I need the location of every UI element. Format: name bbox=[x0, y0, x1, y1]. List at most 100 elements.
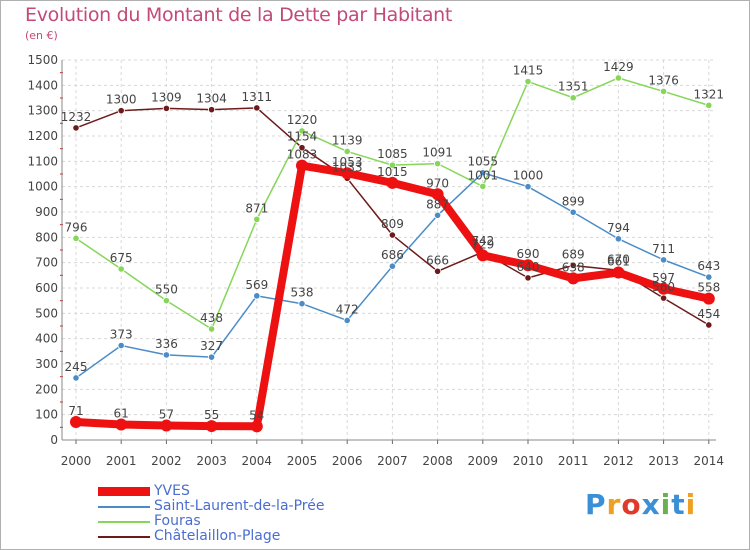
legend-swatch-chatelaillon bbox=[98, 536, 150, 538]
data-label-yves: 71 bbox=[68, 404, 83, 418]
data-point-yves bbox=[476, 249, 489, 262]
y-tick-label: 200 bbox=[35, 382, 58, 396]
data-point-yves bbox=[431, 188, 444, 201]
data-label-yves: 661 bbox=[607, 255, 630, 269]
y-tick-label: 1200 bbox=[27, 129, 58, 143]
data-point-yves bbox=[341, 167, 354, 180]
legend-swatch-yves bbox=[98, 487, 150, 496]
y-tick-label: 900 bbox=[35, 205, 58, 219]
data-label-fouras: 796 bbox=[65, 220, 88, 234]
data-label-yves: 970 bbox=[426, 176, 449, 190]
data-label-chatelaillon: 640 bbox=[517, 260, 540, 274]
x-tick-label: 2012 bbox=[603, 454, 634, 468]
data-label-saint-laurent: 1055 bbox=[468, 155, 499, 169]
data-point-saint-laurent bbox=[298, 300, 306, 308]
data-point-saint-laurent bbox=[208, 353, 216, 361]
data-point-saint-laurent bbox=[659, 256, 668, 264]
y-tick-label: 1000 bbox=[27, 180, 58, 194]
data-point-yves bbox=[296, 159, 308, 172]
data-point-chatelaillon bbox=[72, 124, 80, 132]
data-point-fouras bbox=[569, 94, 577, 102]
data-point-fouras bbox=[162, 297, 170, 305]
data-point-chatelaillon bbox=[388, 231, 396, 239]
data-label-chatelaillon: 1232 bbox=[61, 110, 92, 124]
proxiti-logo: Proxiti bbox=[585, 488, 696, 521]
data-point-yves bbox=[567, 272, 580, 285]
data-point-chatelaillon bbox=[298, 144, 306, 152]
data-label-fouras: 1376 bbox=[648, 73, 679, 87]
data-point-fouras bbox=[433, 160, 442, 168]
data-label-fouras: 1091 bbox=[422, 146, 453, 160]
y-tick-label: 800 bbox=[35, 230, 58, 244]
data-point-saint-laurent bbox=[614, 235, 623, 243]
data-point-fouras bbox=[479, 182, 487, 191]
data-label-yves: 1083 bbox=[287, 148, 318, 162]
data-label-chatelaillon: 1311 bbox=[242, 90, 273, 104]
data-point-fouras bbox=[524, 77, 532, 86]
data-point-fouras bbox=[72, 234, 80, 242]
data-point-saint-laurent bbox=[117, 341, 125, 350]
data-label-saint-laurent: 899 bbox=[562, 194, 585, 208]
data-point-fouras bbox=[117, 265, 125, 273]
legend-swatch-saint-laurent bbox=[98, 506, 150, 508]
logo-letter: r bbox=[606, 488, 622, 521]
data-label-fouras: 1085 bbox=[377, 147, 408, 161]
logo-letter: o bbox=[621, 488, 642, 521]
data-label-yves: 597 bbox=[652, 271, 675, 285]
data-point-yves bbox=[386, 176, 399, 189]
data-point-saint-laurent bbox=[705, 273, 713, 281]
data-label-yves: 729 bbox=[471, 237, 494, 251]
x-tick-label: 2000 bbox=[61, 454, 92, 468]
data-point-fouras bbox=[659, 87, 668, 96]
data-point-chatelaillon bbox=[433, 267, 442, 275]
x-tick-label: 2009 bbox=[468, 454, 499, 468]
data-point-saint-laurent bbox=[524, 183, 532, 191]
data-label-saint-laurent: 686 bbox=[381, 248, 404, 262]
legend-label-saint-laurent: Saint-Laurent-de-la-Prée bbox=[154, 498, 325, 514]
legend-label-yves: YVES bbox=[154, 483, 190, 499]
data-label-fouras: 1429 bbox=[603, 60, 634, 74]
data-label-chatelaillon: 1154 bbox=[287, 130, 318, 144]
data-point-saint-laurent bbox=[343, 316, 351, 325]
data-label-fouras: 1351 bbox=[558, 80, 589, 94]
data-label-chatelaillon: 1300 bbox=[106, 93, 137, 107]
data-label-saint-laurent: 472 bbox=[336, 302, 359, 316]
data-point-fouras bbox=[388, 161, 396, 169]
data-point-yves bbox=[612, 266, 625, 279]
data-point-yves bbox=[250, 420, 263, 433]
data-label-saint-laurent: 569 bbox=[245, 278, 268, 292]
x-tick-label: 2003 bbox=[196, 454, 227, 468]
x-tick-label: 2007 bbox=[377, 454, 408, 468]
data-label-yves: 61 bbox=[114, 407, 129, 421]
data-point-chatelaillon bbox=[659, 294, 668, 302]
y-tick-label: 600 bbox=[35, 281, 58, 295]
data-point-yves bbox=[115, 418, 128, 431]
x-tick-label: 2011 bbox=[558, 454, 589, 468]
data-label-saint-laurent: 794 bbox=[607, 221, 630, 235]
data-point-chatelaillon bbox=[705, 321, 713, 329]
y-tick-label: 1100 bbox=[27, 154, 58, 168]
data-label-yves: 57 bbox=[159, 408, 174, 422]
data-point-chatelaillon bbox=[208, 106, 216, 114]
y-tick-label: 1500 bbox=[27, 53, 58, 67]
data-point-saint-laurent bbox=[388, 262, 396, 270]
data-point-yves bbox=[205, 420, 218, 433]
data-label-chatelaillon: 666 bbox=[426, 253, 449, 267]
y-tick-label: 1300 bbox=[27, 104, 58, 118]
legend-swatch-fouras bbox=[98, 521, 150, 523]
y-tick-label: 1400 bbox=[27, 78, 58, 92]
data-point-yves bbox=[522, 259, 534, 272]
data-label-yves: 690 bbox=[517, 247, 540, 261]
data-label-fouras: 675 bbox=[110, 251, 133, 265]
data-point-fouras bbox=[208, 325, 216, 333]
data-point-fouras bbox=[705, 101, 713, 109]
data-label-saint-laurent: 327 bbox=[200, 339, 223, 353]
data-label-yves: 638 bbox=[562, 260, 585, 274]
chart-title: Evolution du Montant de la Dette par Hab… bbox=[25, 4, 453, 26]
data-point-fouras bbox=[343, 147, 351, 156]
x-tick-label: 2013 bbox=[648, 454, 679, 468]
data-label-chatelaillon: 809 bbox=[381, 217, 404, 231]
x-tick-label: 2014 bbox=[694, 454, 725, 468]
data-point-saint-laurent bbox=[162, 351, 170, 359]
